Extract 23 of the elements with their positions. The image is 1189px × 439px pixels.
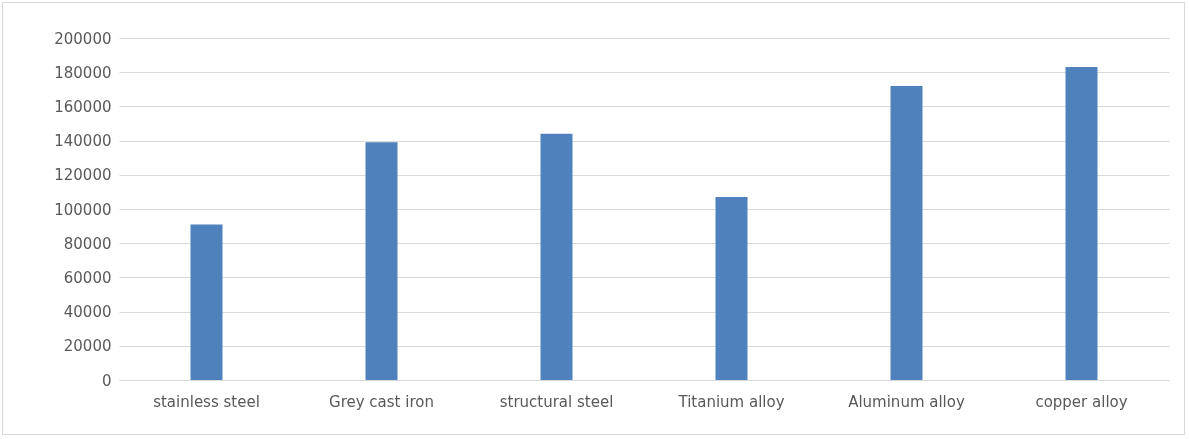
bar	[715, 197, 748, 380]
y-tick-label: 0	[101, 371, 112, 390]
y-tick-label: 20000	[63, 337, 112, 356]
x-tick-label: Aluminum alloy	[848, 392, 965, 411]
x-tick-label: stainless steel	[153, 392, 260, 411]
x-tick-label: Grey cast iron	[329, 392, 434, 411]
x-tick-label: structural steel	[499, 392, 614, 411]
y-tick-label: 60000	[63, 268, 112, 287]
y-tick-label: 140000	[54, 132, 112, 151]
bar	[365, 142, 398, 380]
x-tick-label: Titanium alloy	[677, 392, 785, 411]
y-tick-label: 180000	[54, 63, 112, 82]
y-tick-label: 80000	[63, 234, 112, 253]
bar	[540, 133, 573, 380]
y-tick-label: 160000	[54, 97, 112, 116]
y-tick-label: 200000	[54, 29, 112, 48]
bar	[190, 224, 223, 380]
y-tick-label: 120000	[54, 166, 112, 185]
bar	[890, 85, 923, 380]
x-tick-label: copper alloy	[1035, 392, 1128, 411]
y-tick-label: 100000	[54, 200, 112, 219]
y-tick-label: 40000	[63, 303, 112, 322]
bar	[1065, 67, 1098, 380]
